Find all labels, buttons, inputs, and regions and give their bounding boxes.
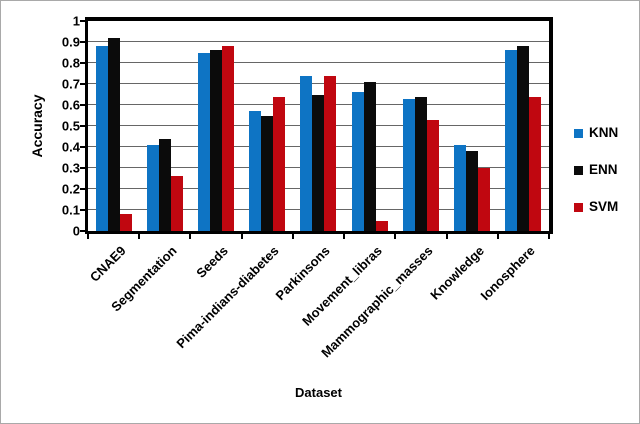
y-tick-mark xyxy=(80,41,85,43)
bar-enn-4 xyxy=(261,115,274,231)
bar-knn-5 xyxy=(300,75,313,231)
y-tick-label: 0 xyxy=(72,223,80,239)
y-tick-label: 0.5 xyxy=(61,118,80,134)
plot-area xyxy=(85,17,553,234)
x-category-label: Pima-indians-diabetes xyxy=(173,243,282,352)
bar-svm-2 xyxy=(170,176,183,231)
bar-group-5 xyxy=(293,21,344,231)
bar-svm-3 xyxy=(222,46,235,231)
bars-layer xyxy=(88,21,549,231)
y-tick-label: 0.8 xyxy=(61,55,80,71)
y-tick-label: 0.6 xyxy=(61,97,80,113)
bar-knn-7 xyxy=(402,98,415,231)
bar-enn-7 xyxy=(414,96,427,231)
legend-item-svm: SVM xyxy=(574,199,618,215)
bar-enn-9 xyxy=(517,46,530,231)
x-category-label: Seeds xyxy=(192,243,231,281)
bar-group-9 xyxy=(498,21,549,231)
y-tick-mark xyxy=(80,167,85,169)
bar-enn-2 xyxy=(158,138,171,231)
bar-knn-3 xyxy=(198,52,211,231)
x-tick-mark xyxy=(343,234,346,239)
x-axis-title: Dataset xyxy=(295,385,342,400)
legend-label: SVM xyxy=(589,199,619,214)
x-tick-mark xyxy=(394,234,397,239)
bar-svm-9 xyxy=(529,96,542,231)
bar-knn-1 xyxy=(95,46,108,231)
legend-label: ENN xyxy=(589,162,618,177)
bar-group-3 xyxy=(190,21,241,231)
legend-item-enn: ENN xyxy=(574,162,618,178)
y-tick-mark xyxy=(80,209,85,211)
legend: KNN ENN SVM xyxy=(574,125,618,236)
x-tick-mark xyxy=(138,234,141,239)
gridline xyxy=(88,82,549,84)
bar-group-7 xyxy=(395,21,446,231)
x-tick-mark xyxy=(496,234,499,239)
bar-svm-1 xyxy=(119,214,132,231)
bar-knn-6 xyxy=(351,92,364,231)
x-tick-mark xyxy=(445,234,448,239)
bar-enn-3 xyxy=(210,50,223,231)
bar-enn-1 xyxy=(107,37,120,231)
y-tick-label: 0.4 xyxy=(61,139,80,155)
y-tick-mark xyxy=(80,20,85,22)
y-tick-label: 0.7 xyxy=(61,76,80,92)
bar-knn-8 xyxy=(454,144,467,231)
y-tick-mark xyxy=(80,125,85,127)
y-tick-mark xyxy=(80,104,85,106)
bar-svm-6 xyxy=(375,220,388,231)
bar-svm-8 xyxy=(478,168,491,231)
x-tick-mark xyxy=(291,234,294,239)
legend-item-knn: KNN xyxy=(574,125,618,141)
y-tick-label: 0.1 xyxy=(61,202,80,218)
bar-enn-8 xyxy=(466,151,479,231)
gridline xyxy=(88,40,549,42)
bar-group-1 xyxy=(88,21,139,231)
gridline xyxy=(88,61,549,63)
knn-swatch-icon xyxy=(574,128,583,138)
svm-swatch-icon xyxy=(574,202,583,212)
y-tick-mark xyxy=(80,188,85,190)
x-tick-mark xyxy=(548,234,550,239)
y-tick-label: 0.3 xyxy=(61,160,80,176)
y-tick-mark xyxy=(80,230,85,232)
bar-group-6 xyxy=(344,21,395,231)
y-tick-mark xyxy=(80,83,85,85)
y-tick-label: 0.9 xyxy=(61,34,80,50)
enn-swatch-icon xyxy=(574,165,583,175)
bar-group-2 xyxy=(139,21,190,231)
bar-enn-6 xyxy=(363,81,376,231)
bar-svm-7 xyxy=(426,119,439,231)
bar-svm-4 xyxy=(273,96,286,231)
x-tick-mark xyxy=(189,234,192,239)
x-category-label: Ionosphere xyxy=(477,243,538,304)
bar-knn-4 xyxy=(249,111,262,231)
bar-group-4 xyxy=(242,21,293,231)
y-tick-mark xyxy=(80,62,85,64)
x-tick-mark xyxy=(87,234,89,239)
y-tick-label: 0.2 xyxy=(61,181,80,197)
x-category-label: CNAE9 xyxy=(86,243,129,285)
bar-enn-5 xyxy=(312,94,325,231)
x-tick-mark xyxy=(240,234,243,239)
bar-knn-9 xyxy=(505,50,518,231)
y-tick-mark xyxy=(80,146,85,148)
bar-svm-5 xyxy=(324,75,337,231)
legend-label: KNN xyxy=(589,125,619,140)
bar-knn-2 xyxy=(146,144,159,231)
bar-group-8 xyxy=(447,21,498,231)
y-tick-label: 1 xyxy=(72,13,80,29)
